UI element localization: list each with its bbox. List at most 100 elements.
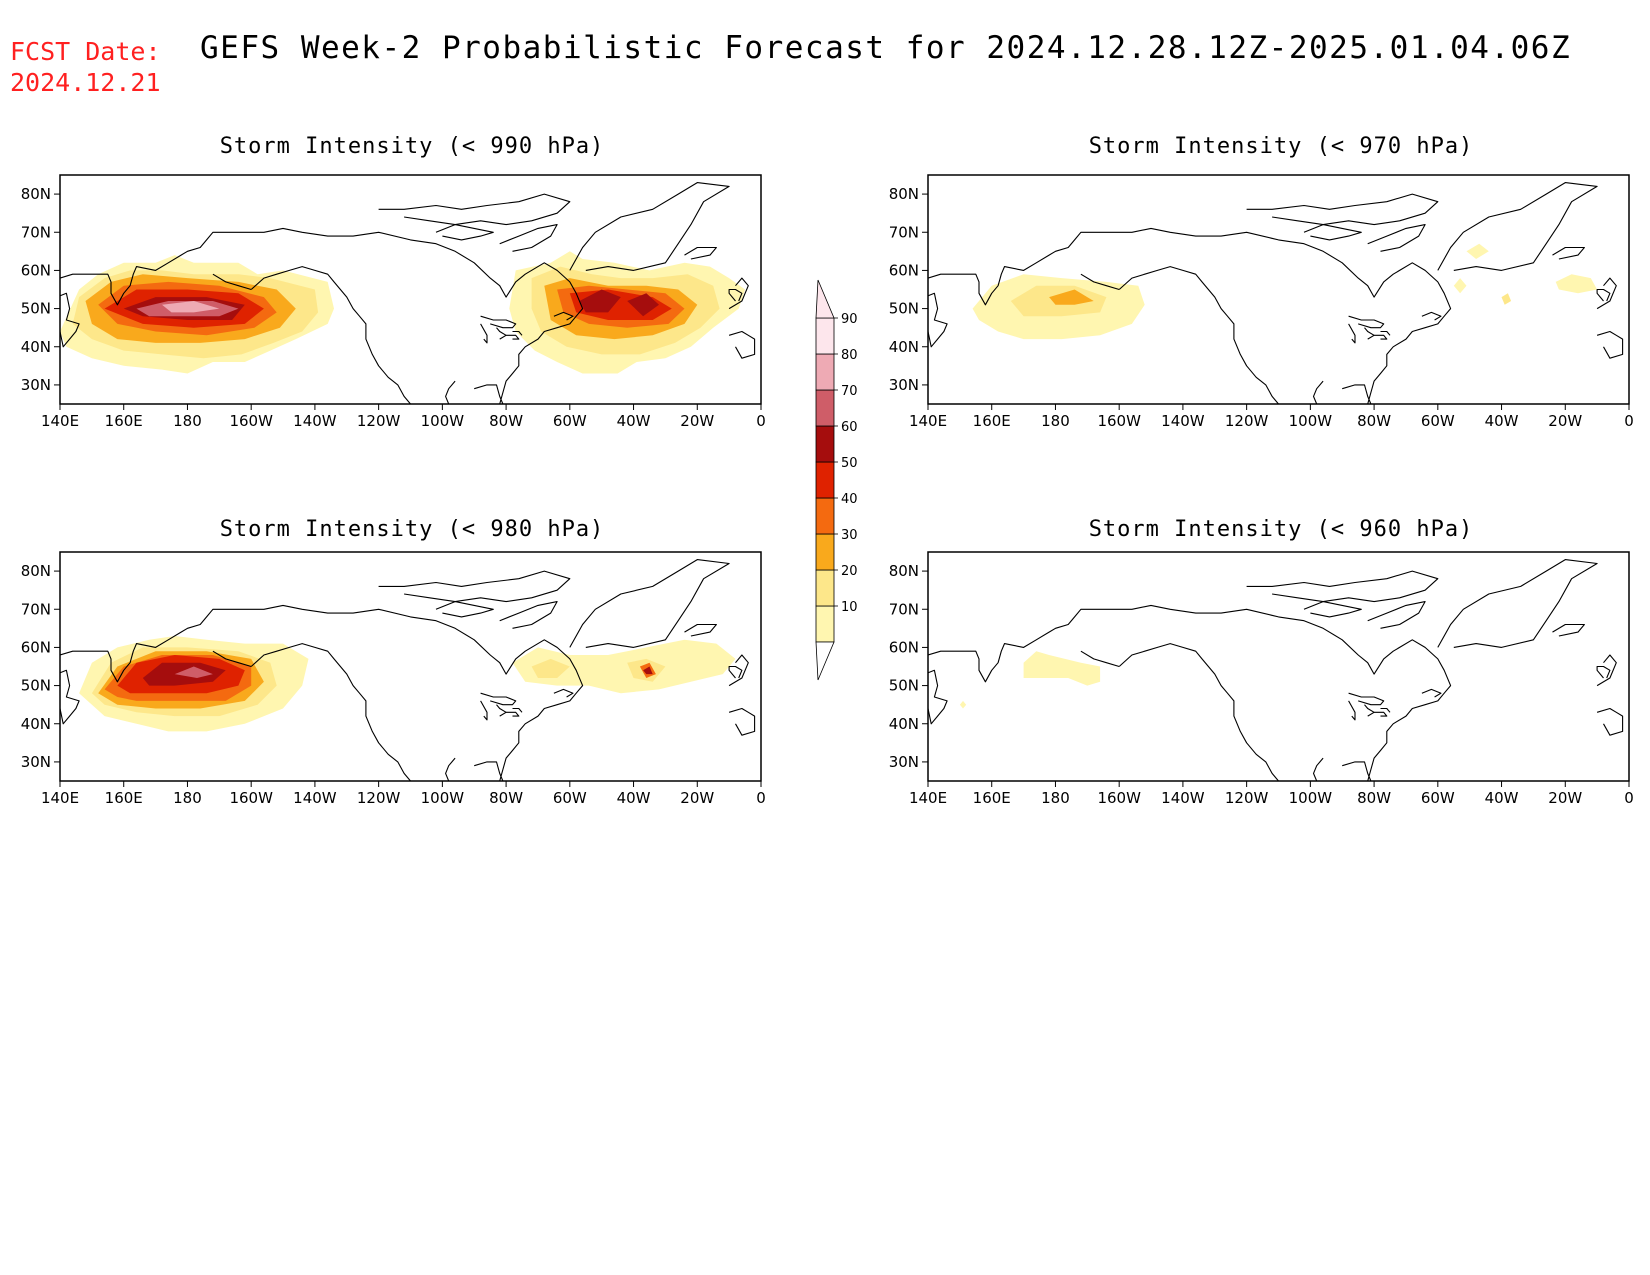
map-panel-p970: Storm Intensity (< 970 hPa) 140E 160E 180 16…	[889, 134, 1634, 430]
coastline	[1380, 330, 1391, 336]
coastline	[1596, 277, 1617, 310]
coastline	[1364, 327, 1375, 340]
y-tick-label: 30N	[889, 376, 919, 394]
main-title: GEFS Week-2 Probabilistic Forecast for 2…	[200, 30, 1572, 66]
coastline	[728, 277, 749, 310]
x-tick-label: 100W	[1289, 412, 1333, 430]
y-tick-label: 60N	[21, 261, 51, 279]
coastline	[1080, 273, 1120, 291]
x-tick-label: 20W	[680, 789, 714, 807]
coastline	[1348, 323, 1356, 344]
colorbar-swatch	[815, 353, 835, 391]
map-frame	[927, 551, 1630, 782]
coastline	[1118, 643, 1279, 781]
coastline	[60, 292, 80, 348]
coastline	[1374, 334, 1388, 340]
x-tick-label: 40W	[1485, 789, 1519, 807]
coastline	[1312, 757, 1324, 781]
colorbar-label: 40	[841, 492, 858, 507]
y-tick-label: 60N	[889, 261, 919, 279]
x-tick-label: 0	[756, 789, 766, 807]
coastline	[1342, 384, 1372, 404]
probability-region-level-3	[1049, 289, 1094, 305]
coastline	[512, 330, 523, 336]
colorbar-label: 30	[841, 528, 858, 543]
coastline	[1342, 761, 1372, 781]
coastline	[1312, 380, 1324, 404]
x-tick-label: 140E	[909, 412, 947, 430]
coastline	[1367, 601, 1426, 629]
x-tick-label: 160W	[229, 789, 273, 807]
coastline	[1596, 288, 1611, 302]
x-tick-label: 80W	[489, 412, 523, 430]
y-tick-label: 40N	[21, 338, 51, 356]
x-tick-label: 80W	[1357, 789, 1391, 807]
x-tick-label: 140W	[293, 412, 337, 430]
coastline	[250, 266, 411, 404]
x-tick-label: 160E	[105, 789, 143, 807]
x-tick-label: 60W	[553, 412, 587, 430]
coastline	[1437, 559, 1598, 648]
coastline	[1246, 570, 1439, 603]
coastline	[1348, 692, 1385, 706]
coastline	[928, 227, 1452, 404]
panel-title: Storm Intensity (< 980 hPa)	[220, 517, 605, 542]
probability-region-level-7	[174, 666, 213, 678]
colorbar-label: 20	[841, 564, 858, 579]
coastline	[1246, 193, 1439, 226]
coastline	[728, 330, 756, 359]
coastline	[480, 692, 517, 706]
colorbar-label: 80	[841, 348, 858, 363]
coastline	[1080, 650, 1120, 668]
y-tick-label: 40N	[889, 338, 919, 356]
x-tick-label: 120W	[1225, 412, 1269, 430]
coastline	[1421, 688, 1442, 698]
coastline	[506, 334, 520, 340]
coastline	[553, 311, 574, 321]
coastline	[684, 246, 717, 260]
coastline	[474, 384, 504, 404]
x-tick-label: 180	[173, 789, 202, 807]
coastline	[499, 224, 558, 252]
coastline	[1421, 311, 1442, 321]
y-tick-label: 70N	[889, 600, 919, 618]
x-tick-label: 20W	[680, 412, 714, 430]
y-tick-label: 50N	[889, 300, 919, 318]
coastline	[1303, 601, 1362, 618]
forecast-date-value: 2024.12.21	[10, 68, 161, 97]
y-tick-label: 30N	[21, 753, 51, 771]
coastline	[928, 292, 948, 348]
coastline	[1552, 246, 1585, 260]
x-tick-label: 60W	[553, 789, 587, 807]
x-tick-label: 160W	[1097, 412, 1141, 430]
x-tick-label: 140W	[1161, 789, 1205, 807]
coastline	[1596, 654, 1617, 687]
coastline	[569, 559, 730, 648]
coastline	[435, 601, 494, 618]
forecast-date-caption: FCST Date:	[10, 37, 161, 66]
x-tick-label: 100W	[421, 789, 465, 807]
x-tick-label: 40W	[1485, 412, 1519, 430]
probability-region-level-2	[531, 658, 570, 678]
map-frame	[927, 174, 1630, 405]
probability-region-level-1	[512, 639, 736, 694]
x-tick-label: 160W	[229, 412, 273, 430]
colorbar-swatch	[815, 569, 835, 607]
x-tick-label: 80W	[1357, 412, 1391, 430]
probability-region-level-8	[162, 301, 220, 313]
x-tick-label: 180	[1041, 789, 1070, 807]
x-tick-label: 0	[1624, 789, 1634, 807]
colorbar-label: 90	[841, 312, 858, 327]
x-tick-label: 140E	[909, 789, 947, 807]
y-tick-label: 50N	[21, 677, 51, 695]
panel-title: Storm Intensity (< 960 hPa)	[1089, 517, 1474, 542]
colorbar-swatch	[815, 389, 835, 427]
coastline	[378, 570, 571, 603]
x-tick-label: 80W	[489, 789, 523, 807]
map-panel-p960: Storm Intensity (< 960 hPa) 140E 160E 180 16…	[889, 517, 1634, 807]
y-tick-label: 70N	[21, 223, 51, 241]
probability-region-level-1	[1453, 278, 1467, 294]
y-tick-label: 50N	[21, 300, 51, 318]
coastline	[1364, 704, 1375, 717]
